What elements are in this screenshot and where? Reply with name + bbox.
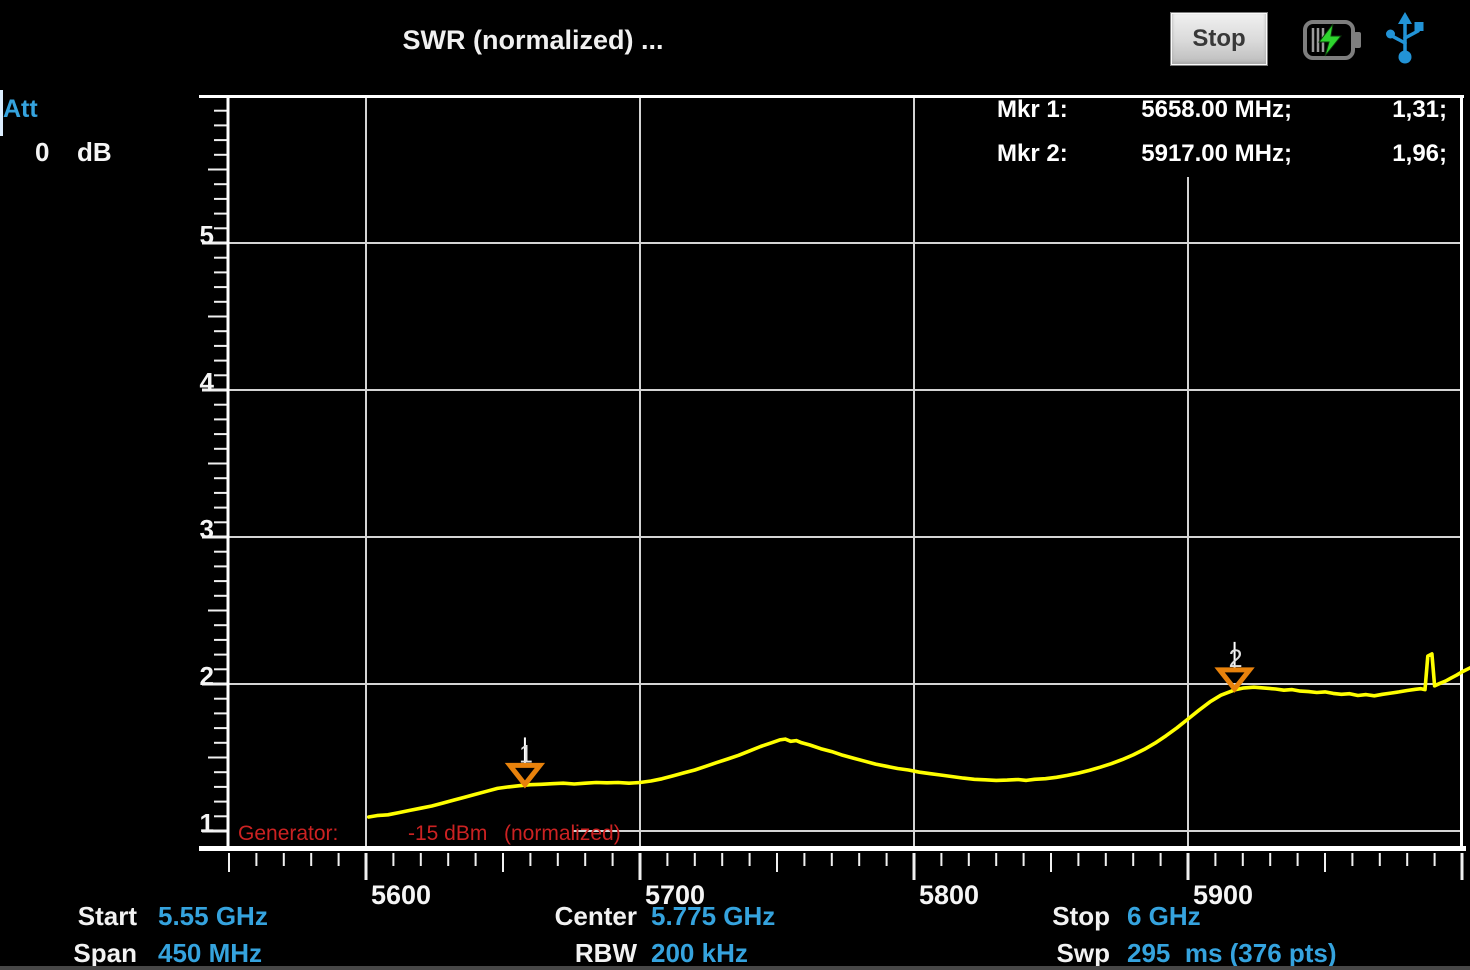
marker-2-label: Mkr 2: <box>997 140 1068 167</box>
marker-2-number: 2 <box>1229 645 1243 673</box>
attenuation-value: 0 <box>35 137 50 167</box>
page-title[interactable]: SWR (normalized) ... <box>402 25 664 55</box>
x-tick-label-5700: 5700 <box>645 880 705 910</box>
start-label[interactable]: Start <box>77 901 137 931</box>
span-label[interactable]: Span <box>73 938 137 968</box>
battery-charging-icon <box>1303 20 1361 60</box>
attenuation-label[interactable]: Att <box>3 95 38 123</box>
y-tick-label-3: 3 <box>200 514 214 544</box>
marker-2[interactable]: 2 <box>1214 641 1255 693</box>
usb-icon <box>1386 12 1424 64</box>
y-tick-label-5: 5 <box>200 220 214 250</box>
x-tick-label-5800: 5800 <box>919 880 979 910</box>
marker-2-frequency: 5917.00 MHz; <box>1141 140 1292 167</box>
stop-freq-value[interactable]: 6 GHz <box>1127 901 1201 931</box>
plot-border <box>199 95 1466 851</box>
y-tick-label-4: 4 <box>200 367 215 397</box>
axis-ticks <box>202 109 1464 880</box>
generator-note: (normalized) <box>504 822 621 845</box>
x-tick-label-5600: 5600 <box>371 880 431 910</box>
generator-label[interactable]: Generator: <box>238 822 339 845</box>
marker-2-value: 1,96; <box>1392 140 1447 167</box>
sweep-label[interactable]: Swp <box>1056 938 1110 968</box>
y-tick-label-2: 2 <box>200 661 214 691</box>
marker-1-value: 1,31; <box>1392 96 1447 123</box>
sweep-value[interactable]: 295 ms (376 pts) <box>1127 938 1337 968</box>
marker-1-triangle <box>504 762 546 789</box>
attenuation-unit: dB <box>77 137 112 167</box>
stop-freq-label[interactable]: Stop <box>1052 901 1110 931</box>
marker-1[interactable]: 1 <box>504 737 546 789</box>
x-tick-label-5900: 5900 <box>1193 880 1253 910</box>
span-value[interactable]: 450 MHz <box>158 938 263 968</box>
marker-1-number: 1 <box>519 740 533 768</box>
marker-2-triangle <box>1214 667 1255 693</box>
generator-level: -15 dBm <box>408 822 488 845</box>
marker-1-frequency: 5658.00 MHz; <box>1141 96 1292 123</box>
screen-bottom-edge <box>0 966 1470 970</box>
grid <box>229 96 1462 846</box>
rbw-value[interactable]: 200 kHz <box>651 938 748 968</box>
start-value[interactable]: 5.55 GHz <box>158 901 268 931</box>
att-edge-mark <box>0 90 3 136</box>
swr-trace <box>366 652 1470 819</box>
y-tick-label-1: 1 <box>200 808 214 838</box>
center-value[interactable]: 5.775 GHz <box>651 901 776 931</box>
marker-1-label: Mkr 1: <box>997 96 1068 123</box>
rbw-label[interactable]: RBW <box>574 938 637 968</box>
stop-button[interactable]: Stop <box>1171 13 1267 65</box>
center-label[interactable]: Center <box>554 901 637 931</box>
